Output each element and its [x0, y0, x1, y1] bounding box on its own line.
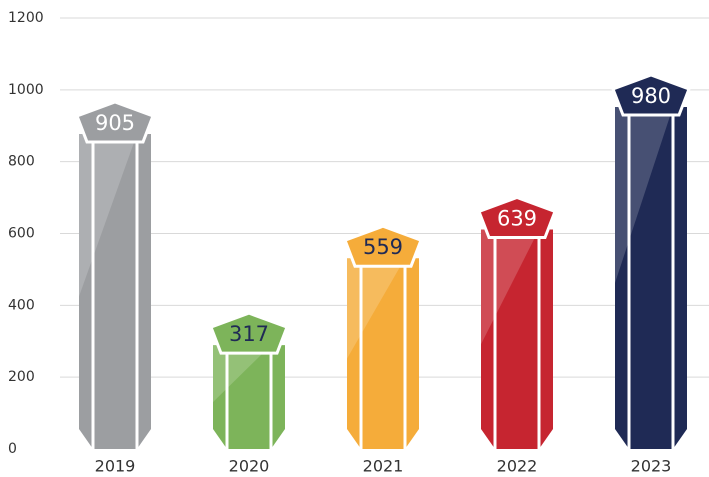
value-label: 639	[497, 206, 537, 230]
bar	[347, 258, 419, 449]
bar	[481, 229, 553, 449]
bar-cap	[343, 224, 423, 268]
x-tick-label: 2022	[497, 457, 538, 476]
x-tick-label: 2021	[363, 457, 404, 476]
value-label: 317	[229, 322, 269, 346]
bar-cap	[209, 311, 289, 355]
bar	[213, 345, 285, 449]
y-tick-label: 200	[8, 369, 35, 385]
y-tick-label: 800	[8, 154, 35, 170]
y-tick-label: 1000	[8, 82, 44, 98]
bar-cap	[611, 73, 691, 117]
y-tick-label: 600	[8, 226, 35, 242]
bar-cap	[75, 100, 155, 144]
y-tick-label: 400	[8, 297, 35, 313]
x-tick-label: 2023	[631, 457, 672, 476]
x-tick-label: 2019	[95, 457, 136, 476]
bar-group: 639	[477, 195, 557, 449]
bar-group: 559	[343, 224, 423, 449]
bar-group: 317	[209, 311, 289, 449]
bar	[615, 107, 687, 450]
value-label: 559	[363, 235, 403, 259]
bar	[79, 133, 151, 449]
y-tick-label: 1200	[8, 10, 44, 26]
x-tick-label: 2020	[229, 457, 270, 476]
y-tick-label: 0	[8, 441, 17, 457]
bar-group: 980	[611, 73, 691, 450]
value-label: 905	[95, 111, 135, 135]
value-label: 980	[631, 84, 671, 108]
bar-group: 905	[75, 100, 155, 449]
bar-cap	[477, 195, 557, 239]
